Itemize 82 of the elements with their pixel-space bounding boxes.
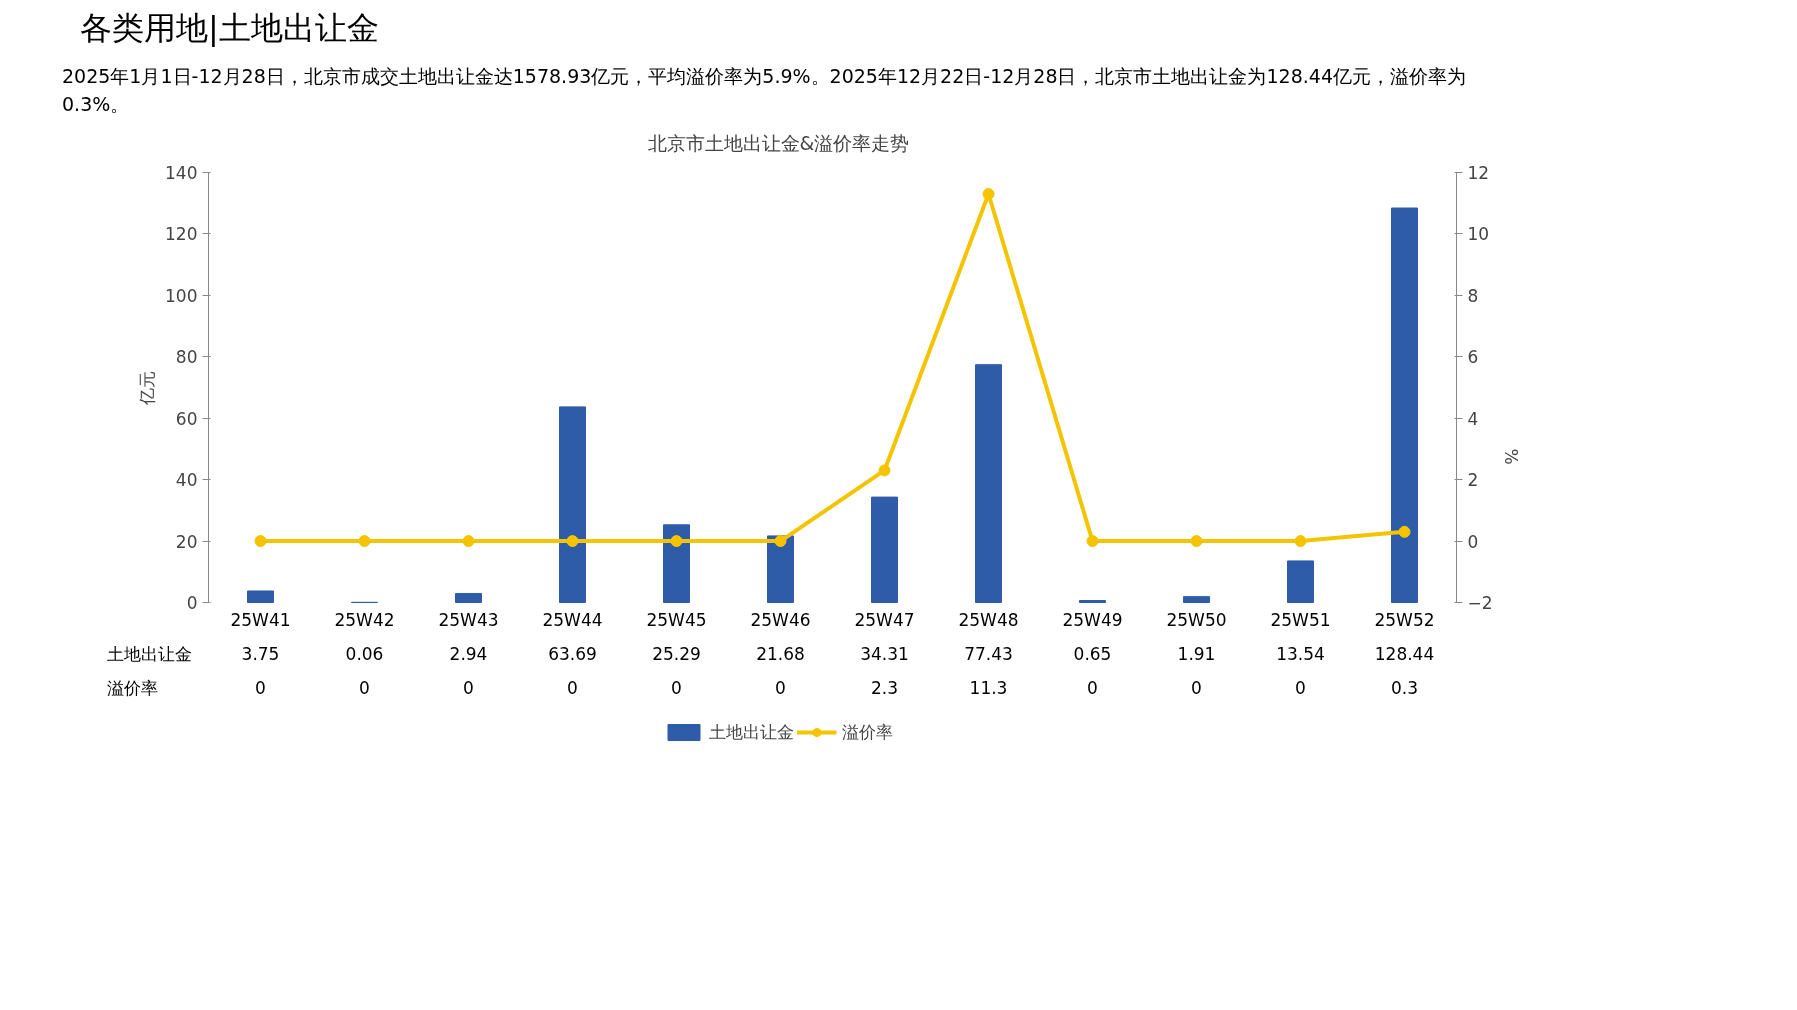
x-tick-label: 25W44	[542, 609, 603, 630]
y-tick-label: 60	[175, 408, 198, 429]
point	[670, 534, 683, 547]
x-tick-label: 25W52	[1374, 609, 1435, 630]
bar	[767, 535, 794, 603]
data-label: 21.68	[756, 643, 805, 664]
text: 土地出让金	[106, 643, 192, 664]
x-tick-label: 25W49	[1062, 609, 1123, 630]
data-label: 11.3	[969, 677, 1008, 698]
data-label: 0	[255, 677, 266, 698]
y-tick-label: 20	[175, 531, 198, 552]
data-label: 0	[775, 677, 786, 698]
data-label: 0.3	[1390, 677, 1419, 698]
y2-axis-title: %	[1500, 448, 1521, 465]
text: 溢价率	[106, 677, 158, 698]
x-tick-label: 25W51	[1270, 609, 1331, 630]
bar	[1391, 207, 1418, 603]
data-label: 0	[359, 677, 370, 698]
bar	[1183, 595, 1210, 603]
legend-label: 溢价率	[841, 720, 893, 744]
y-tick-label: 0	[186, 592, 198, 613]
x-tick-label: 25W41	[230, 609, 291, 630]
y-tick-label: 100	[165, 285, 198, 306]
y2-tick-label: 2	[1467, 469, 1479, 490]
y2-tick-label: 0	[1467, 531, 1479, 552]
y-tick-label: 40	[175, 469, 198, 490]
point	[982, 187, 995, 200]
data-label: 0	[463, 677, 474, 698]
point	[1190, 534, 1203, 547]
point	[1086, 534, 1099, 547]
bar	[871, 496, 898, 603]
data-label: 2.94	[449, 643, 488, 664]
point	[462, 534, 475, 547]
data-label: 25.29	[652, 643, 701, 664]
x-tick-label: 25W48	[958, 609, 1019, 630]
data-label: 0	[671, 677, 682, 698]
text: 各类用地|土地出让金	[80, 8, 379, 49]
point	[1294, 534, 1307, 547]
x-tick-label: 25W45	[646, 609, 707, 630]
point	[566, 534, 579, 547]
bar	[559, 406, 586, 603]
bar	[247, 590, 274, 603]
bar	[975, 363, 1002, 603]
data-label: 63.69	[548, 643, 597, 664]
data-label: 0	[1191, 677, 1202, 698]
data-label: 3.75	[241, 643, 280, 664]
x-tick-label: 25W46	[750, 609, 811, 630]
data-label: 0	[567, 677, 578, 698]
data-label: 2.3	[870, 677, 899, 698]
data-label: 0	[1295, 677, 1306, 698]
legend-label: 土地出让金	[708, 720, 794, 744]
data-label: 0.65	[1073, 643, 1112, 664]
point	[254, 534, 267, 547]
chart-title: 北京市土地出让金&溢价率走势	[647, 131, 910, 154]
data-label: 0.06	[345, 643, 384, 664]
y-tick-label: 120	[165, 224, 198, 245]
y2-tick-label: 8	[1467, 285, 1479, 306]
point	[1398, 525, 1411, 538]
data-label: 1.91	[1177, 643, 1216, 664]
data-label: 128.44	[1374, 643, 1435, 664]
y-axis-title: 亿元	[137, 370, 158, 406]
point	[878, 464, 891, 477]
bar	[455, 592, 482, 603]
x-tick-label: 25W50	[1166, 609, 1227, 630]
data-label: 34.31	[860, 643, 909, 664]
y2-tick-label: 10	[1467, 224, 1490, 245]
x-tick-label: 25W43	[438, 609, 499, 630]
data-label: 0	[1087, 677, 1098, 698]
data-label: 77.43	[964, 643, 1013, 664]
x-tick-label: 25W47	[854, 609, 915, 630]
point	[774, 534, 787, 547]
point	[358, 534, 371, 547]
y-tick-label: 140	[165, 162, 198, 183]
y2-tick-label: 4	[1467, 408, 1479, 429]
x-tick-label: 25W42	[334, 609, 395, 630]
bar	[1287, 560, 1314, 603]
y2-tick-label: −2	[1467, 592, 1493, 613]
y-tick-label: 80	[175, 346, 198, 367]
text: 2025年1月1日-12月28日，北京市成交土地出让金达1578.93亿元，平均溢价率为5.9%。2025年12月22日-12月28日，北京市土地出让金为128.44亿元，溢价率为0.3%。	[62, 63, 1467, 118]
y2-tick-label: 6	[1467, 346, 1479, 367]
y2-tick-label: 12	[1467, 162, 1490, 183]
data-label: 13.54	[1276, 643, 1325, 664]
